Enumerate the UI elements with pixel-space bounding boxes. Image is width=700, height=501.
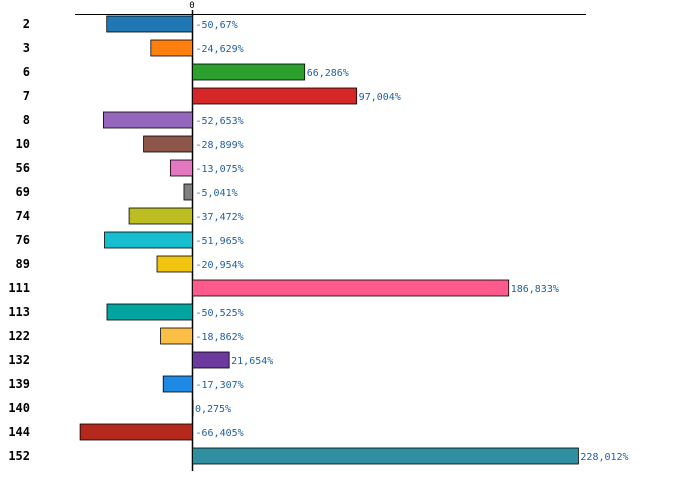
value-label-69: -5,041% [196,188,238,199]
category-label-139: 139 [8,377,30,391]
category-label-6: 6 [23,65,30,79]
bar-8 [102,111,193,129]
category-label-7: 7 [23,89,30,103]
category-label-89: 89 [16,257,30,271]
bar-74 [128,207,193,225]
value-label-111: 186,833% [511,284,559,295]
bar-132 [192,351,230,369]
bar-89 [156,255,193,273]
value-label-76: -51,965% [196,236,244,247]
bar-69 [183,183,193,201]
category-label-69: 69 [16,185,30,199]
category-label-56: 56 [16,161,30,175]
bar-56 [169,159,193,177]
category-label-3: 3 [23,41,30,55]
value-label-132: 21,654% [231,356,273,367]
category-label-144: 144 [8,425,30,439]
value-label-122: -18,862% [196,332,244,343]
value-label-6: 66,286% [307,68,349,79]
bar-140 [192,399,194,417]
value-label-56: -13,075% [196,164,244,175]
bar-111 [192,279,510,297]
value-label-74: -37,472% [196,212,244,223]
category-label-8: 8 [23,113,30,127]
value-label-8: -52,653% [196,116,244,127]
bar-152 [192,447,579,465]
bar-76 [104,231,193,249]
bar-113 [106,303,193,321]
bars-group: 2 -50,67% 3 -24,629% 6 66,286% 7 97,004% 8 -52,65… [8,15,629,465]
category-label-10: 10 [16,137,30,151]
value-label-139: -17,307% [196,380,244,391]
category-label-2: 2 [23,17,30,31]
bar-122 [160,327,193,345]
value-label-89: -20,954% [196,260,244,271]
value-label-152: 228,012% [580,452,628,463]
category-label-74: 74 [16,209,30,223]
category-label-113: 113 [8,305,30,319]
bar-2 [106,15,193,33]
bar-6 [192,63,306,81]
value-label-140: 0,275% [195,404,231,415]
value-label-7: 97,004% [359,92,401,103]
value-label-113: -50,525% [196,308,244,319]
bar-144 [79,423,193,441]
value-label-144: -66,405% [196,428,244,439]
category-label-122: 122 [8,329,30,343]
value-label-2: -50,67% [196,20,238,31]
category-label-111: 111 [8,281,30,295]
value-label-3: -24,629% [196,44,244,55]
bar-139 [162,375,193,393]
category-label-152: 152 [8,449,30,463]
category-label-132: 132 [8,353,30,367]
bar-10 [143,135,193,153]
category-label-76: 76 [16,233,30,247]
bar-3 [150,39,193,57]
category-label-140: 140 [8,401,30,415]
value-label-10: -28,899% [196,140,244,151]
zero-tick-label: 0 [189,1,194,11]
bar-7 [192,87,358,105]
